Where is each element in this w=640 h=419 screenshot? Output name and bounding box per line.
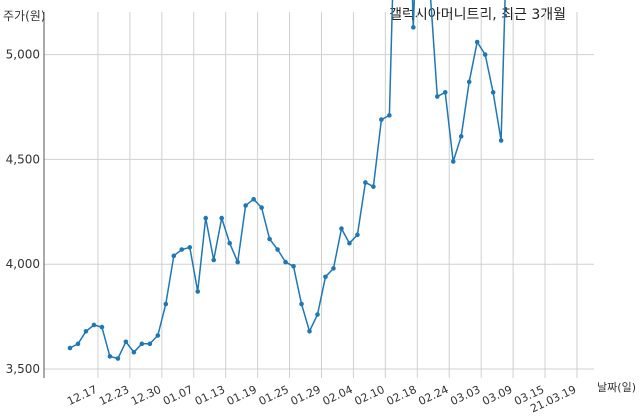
x-tick-label: 01.29	[289, 383, 323, 408]
data-point	[450, 159, 456, 164]
data-point	[259, 205, 264, 210]
data-point	[91, 322, 97, 328]
data-point	[363, 180, 368, 185]
data-point	[331, 266, 336, 271]
data-point	[466, 79, 472, 85]
x-tick-label: 02.10	[353, 383, 387, 408]
data-point	[339, 226, 344, 231]
y-tick-label: 4,000	[6, 257, 40, 271]
data-point	[75, 341, 81, 347]
x-tick-label: 12.30	[129, 383, 163, 408]
series-line	[69, 0, 506, 360]
data-point	[474, 39, 480, 45]
data-point	[347, 240, 352, 246]
x-tick-label: 01.25	[257, 383, 291, 408]
data-point	[147, 341, 153, 347]
x-tick-label: 03.09	[480, 383, 514, 408]
data-point	[211, 257, 217, 263]
data-point	[227, 240, 232, 246]
x-tick-label: 12.23	[97, 383, 131, 408]
data-point	[315, 312, 320, 317]
data-point	[107, 354, 113, 359]
y-tick-label: 5,000	[6, 48, 40, 62]
data-point	[203, 215, 209, 221]
data-point	[498, 138, 504, 143]
x-tick-label: 01.19	[225, 383, 259, 408]
data-point	[243, 203, 248, 208]
data-point	[490, 90, 496, 95]
data-point	[123, 339, 129, 345]
data-point	[323, 274, 328, 280]
data-point	[291, 263, 296, 269]
data-point	[67, 345, 73, 351]
data-point	[283, 259, 288, 265]
data-point	[99, 324, 105, 330]
data-point	[482, 52, 488, 57]
data-point	[411, 25, 416, 30]
data-point	[155, 333, 161, 338]
x-tick-label: 02.24	[416, 383, 450, 408]
data-point	[379, 117, 384, 122]
x-tick-label: 01.07	[161, 383, 195, 408]
data-point	[442, 90, 448, 95]
data-point	[235, 259, 240, 265]
data-point	[355, 232, 360, 238]
x-tick-label: 03.03	[448, 383, 482, 408]
data-point	[219, 215, 224, 221]
data-point	[187, 245, 193, 250]
data-point	[195, 289, 201, 294]
data-point	[171, 253, 177, 259]
x-tick-label: 01.13	[193, 383, 227, 408]
y-axis-label: 주가(원)	[3, 9, 46, 23]
data-point	[299, 301, 304, 307]
data-point	[115, 356, 121, 361]
data-point	[307, 328, 312, 334]
data-point	[434, 94, 440, 99]
data-point	[458, 134, 464, 139]
x-axis-label: 날짜(일)	[597, 381, 636, 394]
data-point	[267, 236, 272, 242]
data-point	[371, 184, 376, 189]
data-point	[163, 301, 169, 307]
data-point	[139, 341, 145, 347]
data-point	[387, 113, 392, 118]
chart-title: 갤럭시아머니트리, 최근 3개월	[389, 7, 566, 23]
x-tick-label: 02.18	[385, 383, 419, 408]
x-tick-label: 12.17	[65, 383, 99, 408]
y-tick-label: 3,500	[6, 362, 40, 376]
data-point	[131, 349, 137, 355]
data-point	[83, 328, 89, 334]
x-tick-label: 02.04	[321, 383, 355, 408]
data-point	[179, 247, 185, 252]
data-point	[251, 196, 256, 202]
y-tick-label: 4,500	[6, 152, 40, 166]
data-point	[275, 247, 280, 252]
